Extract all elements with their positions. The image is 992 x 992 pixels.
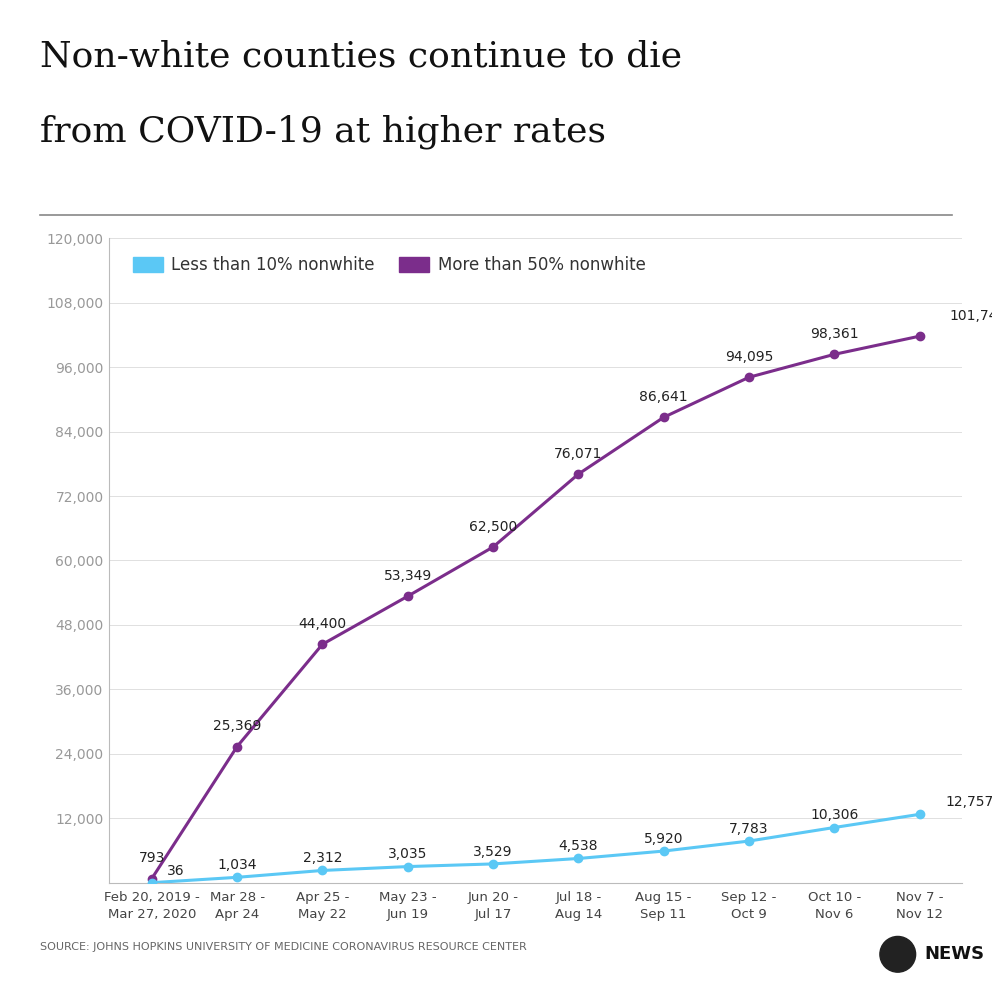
Text: 7,783: 7,783 xyxy=(729,821,769,835)
Text: 2,312: 2,312 xyxy=(303,851,342,865)
Text: 86,641: 86,641 xyxy=(639,390,688,404)
Text: 98,361: 98,361 xyxy=(809,327,859,341)
Legend: Less than 10% nonwhite, More than 50% nonwhite: Less than 10% nonwhite, More than 50% no… xyxy=(126,250,653,281)
Text: 76,071: 76,071 xyxy=(555,446,602,460)
Text: 4,538: 4,538 xyxy=(558,839,598,853)
Text: 793: 793 xyxy=(139,851,165,865)
Text: NEWS: NEWS xyxy=(925,945,985,963)
Text: 53,349: 53,349 xyxy=(384,568,432,582)
Text: 10,306: 10,306 xyxy=(810,808,858,822)
Text: 3,529: 3,529 xyxy=(473,844,513,858)
Text: 101,744: 101,744 xyxy=(949,309,992,322)
Text: 62,500: 62,500 xyxy=(469,520,517,534)
Text: abc: abc xyxy=(888,949,908,959)
Text: 3,035: 3,035 xyxy=(388,847,428,861)
Text: SOURCE: JOHNS HOPKINS UNIVERSITY OF MEDICINE CORONAVIRUS RESOURCE CENTER: SOURCE: JOHNS HOPKINS UNIVERSITY OF MEDI… xyxy=(40,942,527,952)
Text: Non-white counties continue to die: Non-white counties continue to die xyxy=(40,39,682,73)
Text: 94,095: 94,095 xyxy=(725,350,773,364)
Text: 5,920: 5,920 xyxy=(644,831,683,846)
Text: 25,369: 25,369 xyxy=(213,719,261,733)
Text: 1,034: 1,034 xyxy=(217,858,257,872)
Text: 44,400: 44,400 xyxy=(299,617,346,631)
Text: from COVID-19 at higher rates: from COVID-19 at higher rates xyxy=(40,115,606,149)
Text: 36: 36 xyxy=(167,864,185,878)
Text: 12,757: 12,757 xyxy=(945,795,992,808)
